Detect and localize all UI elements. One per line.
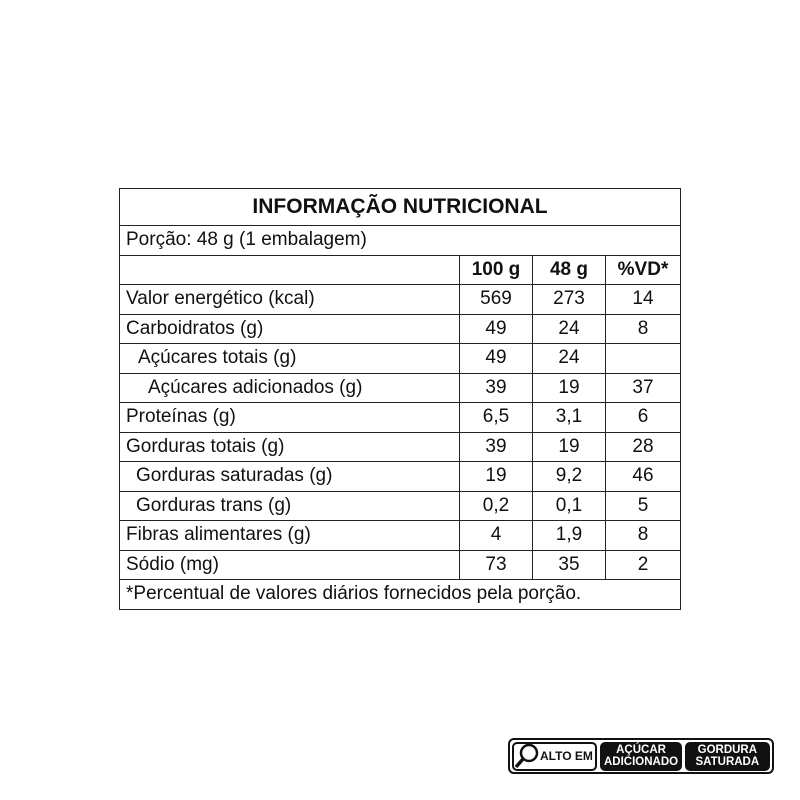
value-48g: 24: [532, 313, 606, 344]
value-vd: [605, 343, 681, 374]
table-row: Proteínas (g) 6,5 3,1 6: [119, 402, 681, 433]
header-vd: %VD*: [605, 254, 681, 285]
value-vd: 6: [605, 402, 681, 433]
fat-line2: SATURADA: [695, 756, 760, 768]
nutrient-label: Gorduras totais (g): [119, 431, 460, 462]
value-48g: 19: [532, 372, 606, 403]
value-vd: 37: [605, 372, 681, 403]
magnifier-icon: [514, 743, 539, 769]
value-vd: 5: [605, 490, 681, 521]
value-48g: 9,2: [532, 461, 606, 492]
header-48g: 48 g: [532, 254, 606, 285]
value-48g: 0,1: [532, 490, 606, 521]
value-vd: 8: [605, 313, 681, 344]
value-48g: 3,1: [532, 402, 606, 433]
alto-em-label: ALTO EM: [540, 749, 593, 763]
nutrition-table: INFORMAÇÃO NUTRICIONAL Porção: 48 g (1 e…: [119, 188, 681, 610]
value-100g: 39: [459, 431, 533, 462]
portion: Porção: 48 g (1 embalagem): [119, 225, 681, 256]
table-title: INFORMAÇÃO NUTRICIONAL: [119, 188, 681, 226]
value-100g: 49: [459, 343, 533, 374]
fat-warning: GORDURA SATURADA: [684, 741, 770, 771]
table-row: Gorduras trans (g) 0,2 0,1 5: [119, 490, 681, 521]
value-vd: 14: [605, 284, 681, 315]
nutrient-label: Gorduras trans (g): [119, 490, 460, 521]
value-vd: 8: [605, 520, 681, 551]
value-vd: 46: [605, 461, 681, 492]
table-row: Valor energético (kcal) 569 273 14: [119, 284, 681, 315]
nutrient-label: Proteínas (g): [119, 402, 460, 433]
nutrient-label: Valor energético (kcal): [119, 284, 460, 315]
nutrient-label: Carboidratos (g): [119, 313, 460, 344]
value-48g: 19: [532, 431, 606, 462]
footnote: *Percentual de valores diários fornecido…: [119, 579, 681, 610]
fat-line1: GORDURA: [697, 744, 758, 756]
front-warning-seal: ALTO EM AÇÚCAR ADICIONADO GORDURA SATURADA: [508, 738, 774, 774]
value-100g: 49: [459, 313, 533, 344]
value-100g: 73: [459, 549, 533, 580]
table-row: Gorduras totais (g) 39 19 28: [119, 431, 681, 462]
table-row: Carboidratos (g) 49 24 8: [119, 313, 681, 344]
table-row: Açúcares adicionados (g) 39 19 37: [119, 372, 681, 403]
value-vd: 28: [605, 431, 681, 462]
sugar-line1: AÇÚCAR: [616, 744, 666, 756]
nutrient-label: Sódio (mg): [119, 549, 460, 580]
value-100g: 6,5: [459, 402, 533, 433]
sugar-warning: AÇÚCAR ADICIONADO: [600, 741, 682, 771]
table-row: Fibras alimentares (g) 4 1,9 8: [119, 520, 681, 551]
value-100g: 39: [459, 372, 533, 403]
nutrient-label: Fibras alimentares (g): [119, 520, 460, 551]
value-100g: 19: [459, 461, 533, 492]
nutrient-label: Gorduras saturadas (g): [119, 461, 460, 492]
nutrient-label: Açúcares adicionados (g): [119, 372, 460, 403]
value-100g: 0,2: [459, 490, 533, 521]
table-row: Açúcares totais (g) 49 24: [119, 343, 681, 374]
nutrient-label: Açúcares totais (g): [119, 343, 460, 374]
header-100g: 100 g: [459, 254, 533, 285]
value-100g: 569: [459, 284, 533, 315]
value-vd: 2: [605, 549, 681, 580]
sugar-line2: ADICIONADO: [603, 756, 679, 768]
value-48g: 35: [532, 549, 606, 580]
value-48g: 24: [532, 343, 606, 374]
value-48g: 273: [532, 284, 606, 315]
table-row: Gorduras saturadas (g) 19 9,2 46: [119, 461, 681, 492]
table-row: Sódio (mg) 73 35 2: [119, 549, 681, 580]
alto-em-box: ALTO EM: [512, 741, 598, 771]
value-100g: 4: [459, 520, 533, 551]
value-48g: 1,9: [532, 520, 606, 551]
header-blank: [119, 254, 460, 285]
